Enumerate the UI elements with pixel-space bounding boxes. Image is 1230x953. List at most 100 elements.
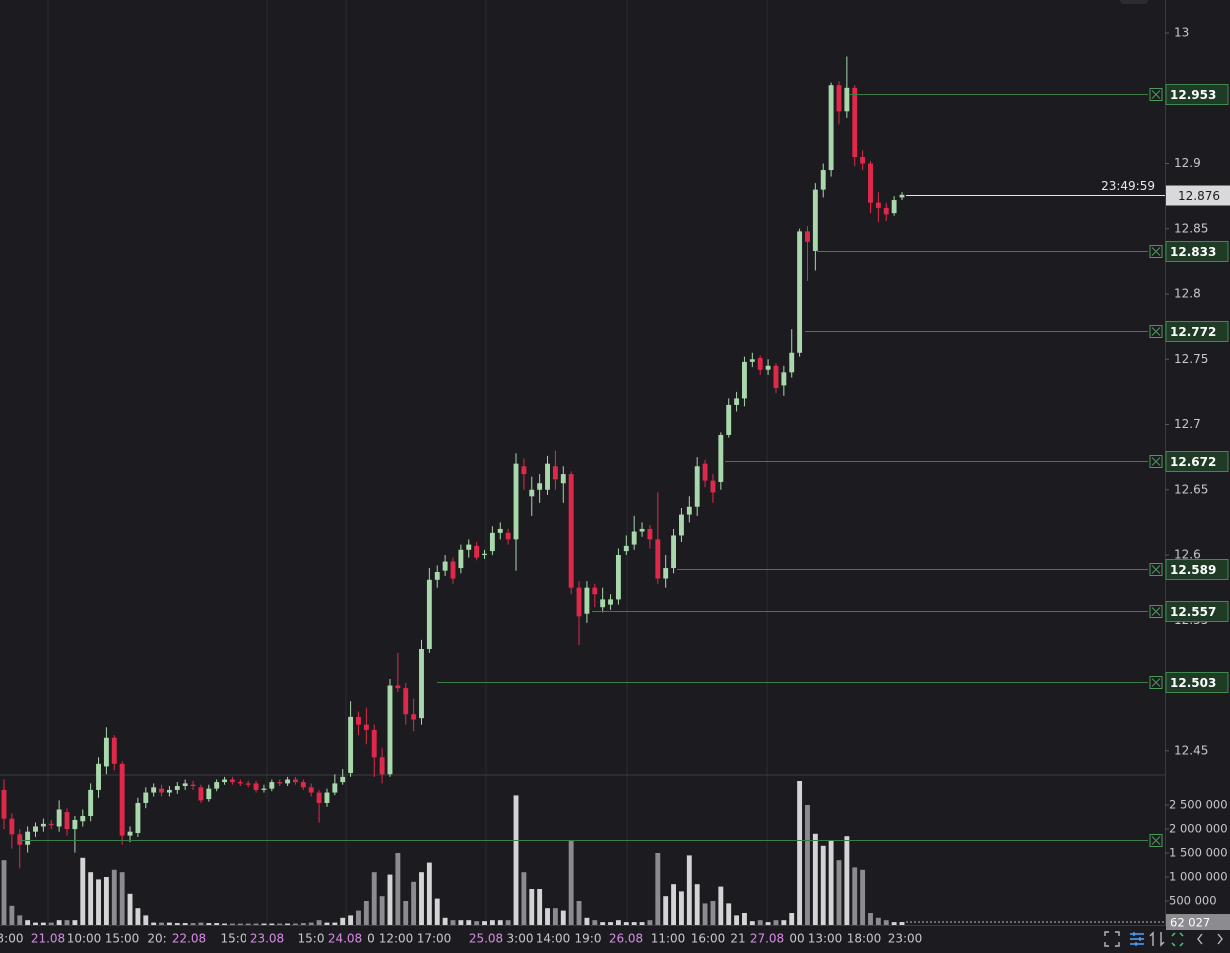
candle-body bbox=[828, 85, 834, 171]
volume-bar bbox=[395, 853, 401, 925]
y-tick-label: 12.9 bbox=[1174, 156, 1201, 170]
candle-body bbox=[836, 85, 842, 112]
scroll-left-icon[interactable] bbox=[1197, 933, 1203, 945]
volume-bar bbox=[678, 891, 684, 925]
candle-body bbox=[214, 782, 220, 789]
volume-bar bbox=[828, 841, 834, 925]
candle-body bbox=[868, 163, 873, 203]
volume-bar bbox=[9, 905, 15, 925]
candle-body bbox=[482, 553, 487, 556]
candle-body bbox=[17, 834, 23, 845]
volume-bar bbox=[505, 920, 511, 925]
volume-bar bbox=[702, 903, 708, 925]
candle-body bbox=[403, 688, 409, 715]
alert-icon-x bbox=[1151, 457, 1161, 466]
candle-body bbox=[623, 545, 629, 552]
volume-bar bbox=[537, 889, 543, 925]
candle-body bbox=[891, 200, 897, 214]
volume-bar bbox=[166, 922, 172, 925]
alert-icon bbox=[1149, 605, 1163, 618]
volume-bar bbox=[773, 920, 779, 925]
volume-bar bbox=[860, 869, 866, 925]
volume-bar bbox=[300, 923, 306, 925]
volume-bar bbox=[883, 920, 889, 925]
settings-icon[interactable] bbox=[1130, 932, 1144, 946]
candle-body bbox=[860, 156, 866, 164]
volume-bar bbox=[489, 920, 495, 925]
volume-bar bbox=[734, 915, 740, 925]
candle-body bbox=[40, 823, 46, 827]
time-label: 15:0 bbox=[298, 932, 325, 946]
volume-bar bbox=[348, 915, 354, 925]
candle-body bbox=[363, 724, 369, 730]
volume-bar bbox=[781, 920, 787, 925]
volume-bar bbox=[694, 884, 700, 925]
volume-bar bbox=[608, 922, 613, 925]
alert-icon bbox=[1149, 834, 1163, 847]
volume-bar bbox=[584, 917, 590, 925]
candle-body bbox=[552, 466, 558, 480]
volume-bar bbox=[757, 920, 763, 925]
top-handle[interactable] bbox=[1120, 0, 1148, 4]
last-price-label: 12.876 bbox=[1178, 189, 1220, 203]
candle-body bbox=[300, 782, 306, 788]
alert-icon bbox=[1149, 676, 1163, 689]
y-tick-label: 13 bbox=[1174, 26, 1189, 40]
volume-bar bbox=[1, 860, 7, 925]
alert-label: 12.833 bbox=[1170, 245, 1216, 259]
scroll-right-icon[interactable] bbox=[1217, 933, 1223, 945]
volume-bar bbox=[33, 922, 38, 925]
day-label: 24.08 bbox=[328, 932, 362, 946]
volume-bar bbox=[482, 921, 487, 925]
candle-body bbox=[749, 359, 755, 362]
time-label: 16:00 bbox=[691, 932, 726, 946]
candle-body bbox=[742, 361, 747, 399]
alert-icon-x bbox=[1151, 247, 1161, 256]
candle-body bbox=[419, 648, 424, 719]
candle-body bbox=[576, 587, 582, 617]
candle-body bbox=[639, 528, 645, 532]
candle-body bbox=[293, 779, 298, 783]
candle-body bbox=[521, 466, 527, 475]
volume-bar bbox=[80, 857, 86, 925]
volume-bar bbox=[285, 923, 291, 925]
candle-body bbox=[127, 831, 133, 836]
autofit-icon[interactable] bbox=[1171, 932, 1184, 947]
volume-bar bbox=[450, 920, 456, 925]
volume-bar bbox=[403, 901, 409, 925]
candle-body bbox=[631, 531, 637, 545]
candle-body bbox=[458, 549, 464, 569]
alert-icon bbox=[1149, 325, 1163, 338]
volume-bar bbox=[229, 923, 235, 925]
time-label: 13:00 bbox=[808, 932, 843, 946]
candle-body bbox=[434, 571, 440, 580]
volume-bar bbox=[529, 889, 535, 925]
candle-body bbox=[190, 784, 196, 787]
candle-body bbox=[450, 561, 456, 579]
volume-bar bbox=[198, 922, 204, 925]
candle-body bbox=[474, 545, 480, 558]
time-label: 0 bbox=[367, 932, 375, 946]
last-volume-label: 62 027 bbox=[1170, 916, 1210, 930]
volume-tick-label: 1 500 000 bbox=[1169, 846, 1228, 860]
volume-bar bbox=[56, 920, 62, 925]
alert-label-box bbox=[1165, 672, 1229, 693]
volume-bar bbox=[663, 896, 669, 925]
volume-bar bbox=[261, 923, 267, 925]
y-tick-label: 12.45 bbox=[1174, 743, 1208, 757]
volume-bar bbox=[655, 853, 661, 925]
candle-body bbox=[734, 398, 740, 405]
volume-bar bbox=[159, 922, 164, 925]
volume-bar bbox=[458, 920, 464, 925]
volume-bar bbox=[805, 805, 810, 925]
scale-icon[interactable] bbox=[1149, 931, 1165, 947]
toolbar bbox=[1104, 931, 1223, 947]
candle-body bbox=[324, 792, 330, 803]
fullscreen-icon[interactable] bbox=[1104, 931, 1120, 947]
time-label: 19:0 bbox=[575, 932, 602, 946]
time-label: 21 bbox=[730, 932, 745, 946]
volume-bar bbox=[545, 908, 550, 925]
y-tick-label: 12.6 bbox=[1174, 548, 1201, 562]
volume-bar bbox=[72, 920, 78, 925]
